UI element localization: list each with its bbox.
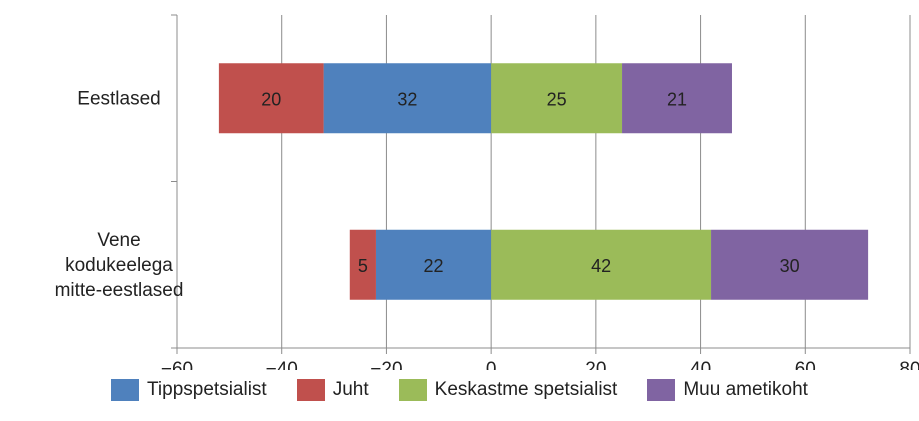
legend-swatch [647, 379, 676, 401]
category-label: Vene kodukeelega mitte-eestlased [55, 230, 184, 301]
legend-label: Tippspetsialist [147, 379, 267, 400]
legend-label: Juht [332, 379, 369, 400]
x-tick-label: 80 [899, 359, 919, 370]
x-tick-label: 20 [585, 359, 606, 370]
bar-juht [218, 63, 324, 134]
legend-item: Tippspetsialist [111, 379, 267, 401]
data-label: 20 [261, 89, 281, 109]
bar-tippspetsialist [323, 63, 492, 134]
legend: Tippspetsialist Juht Keskastme spetsialist… [0, 370, 919, 410]
bar-tippspetsialist [375, 229, 492, 300]
legend-item: Juht [296, 379, 369, 401]
bar-keskastme-spetsialist [491, 229, 712, 300]
x-tick-label: −60 [161, 359, 193, 370]
bar-muu-ametikoht [622, 63, 732, 134]
bar-muu-ametikoht [711, 229, 869, 300]
data-label: 42 [591, 256, 611, 276]
chart: −60 −40 −20 0 20 40 60 80 Eestlased Vene kodukeel… [55, 14, 919, 370]
data-label: 5 [358, 256, 368, 276]
x-tick-label: 40 [690, 359, 711, 370]
legend-swatch [111, 379, 140, 401]
bar-juht [349, 229, 376, 300]
axes: −60 −40 −20 0 20 40 60 80 [161, 14, 919, 370]
x-tick-label: 0 [486, 359, 497, 370]
x-tick-label: 60 [795, 359, 816, 370]
data-label: 21 [667, 89, 687, 109]
legend-swatch [398, 379, 427, 401]
legend-item: Keskastme spetsialist [398, 379, 618, 401]
data-label: 25 [547, 89, 567, 109]
x-tick-label: −20 [370, 359, 402, 370]
data-label: 22 [424, 256, 444, 276]
legend-label: Muu ametikoht [683, 379, 808, 400]
x-tick-label: −40 [266, 359, 298, 370]
data-label: 30 [780, 256, 800, 276]
data-label: 32 [397, 89, 417, 109]
labels: Eestlased Vene kodukeelega mitte-eestlased 3… [55, 88, 800, 301]
legend-item: Muu ametikoht [647, 379, 808, 401]
legend-label: Keskastme spetsialist [434, 379, 618, 400]
category-label: Eestlased [77, 88, 160, 109]
bars [218, 63, 869, 300]
bar-keskastme-spetsialist [491, 63, 623, 134]
legend-swatch [296, 379, 325, 401]
